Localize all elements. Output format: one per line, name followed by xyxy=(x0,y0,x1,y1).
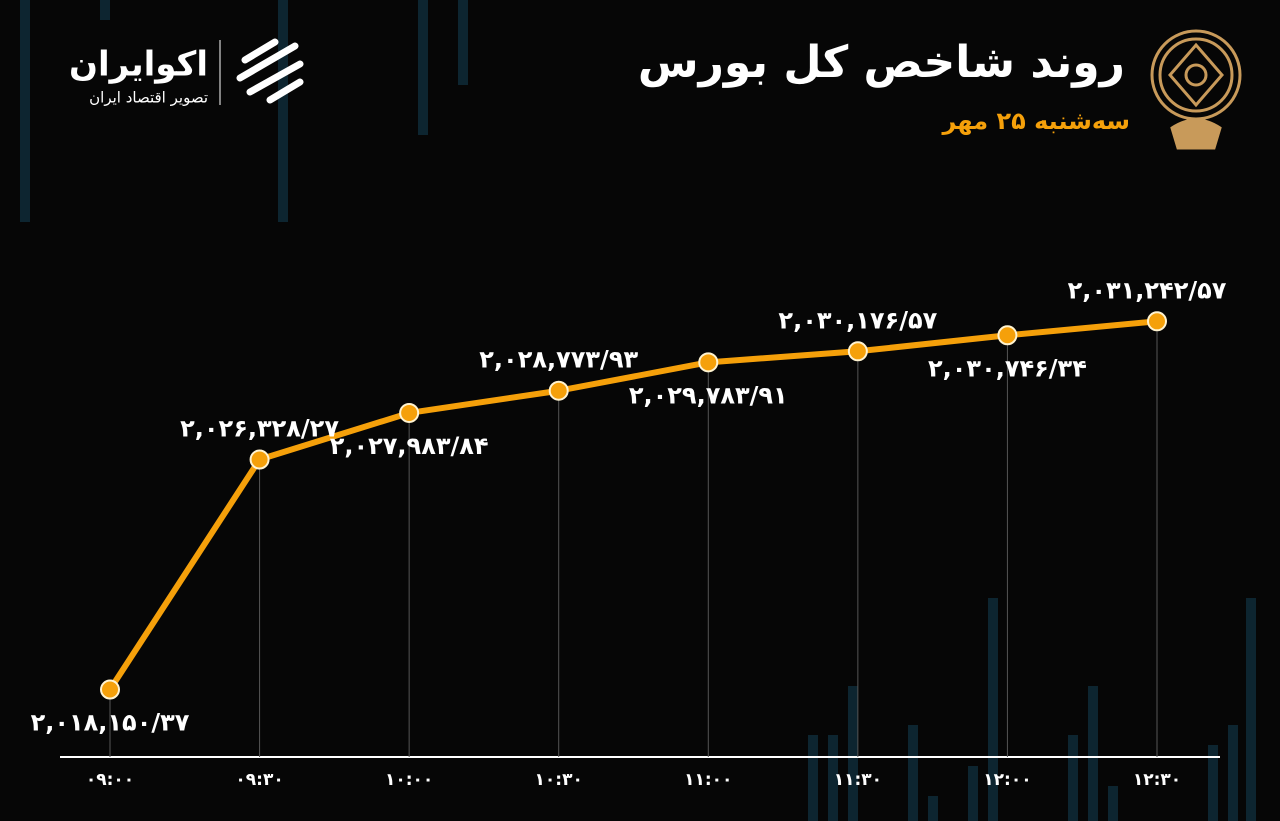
x-tick-label: ۱۰:۳۰ xyxy=(535,770,583,790)
x-tick-label: ۰۹:۰۰ xyxy=(86,770,134,790)
series-line xyxy=(107,318,1158,692)
brand-tagline: تصویر اقتصاد ایران xyxy=(89,89,208,107)
data-label: ۲,۰۲۸,۷۷۳/۹۳ xyxy=(479,346,638,374)
brand-logo xyxy=(236,38,304,104)
data-label: ۲,۰۱۸,۱۵۰/۳۷ xyxy=(31,709,190,737)
data-point xyxy=(548,380,569,401)
x-tick-label: ۱۱:۳۰ xyxy=(834,770,882,790)
data-point xyxy=(249,449,270,470)
x-tick-label: ۱۲:۰۰ xyxy=(983,770,1031,790)
x-tick-label: ۰۹:۳۰ xyxy=(235,770,283,790)
data-point xyxy=(698,352,719,373)
chart-title: روند شاخص کل بورس xyxy=(638,37,1125,88)
data-point xyxy=(847,341,868,362)
chart-subtitle: سه‌شنبه ۲۵ مهر xyxy=(941,107,1130,135)
data-label: ۲,۰۳۰,۷۴۶/۳۴ xyxy=(928,354,1087,382)
data-label: ۲,۰۳۱,۲۴۲/۵۷ xyxy=(1068,276,1227,304)
data-label: ۲,۰۲۹,۷۸۳/۹۱ xyxy=(629,381,788,409)
x-tick-label: ۱۱:۰۰ xyxy=(684,770,732,790)
data-label: ۲,۰۲۶,۳۲۸/۲۷ xyxy=(180,415,339,443)
data-point xyxy=(399,402,420,423)
brand-name: اکوایران xyxy=(69,45,208,85)
x-tick-label: ۱۲:۳۰ xyxy=(1133,770,1181,790)
data-point xyxy=(1147,311,1167,332)
data-label: ۲,۰۲۷,۹۸۳/۸۴ xyxy=(330,432,489,460)
emblem xyxy=(1150,29,1242,150)
decor-bars xyxy=(20,0,1256,821)
data-point xyxy=(997,325,1018,346)
data-point xyxy=(100,679,120,700)
data-label: ۲,۰۳۰,۱۷۶/۵۷ xyxy=(778,306,937,334)
x-tick-label: ۱۰:۰۰ xyxy=(385,770,433,790)
